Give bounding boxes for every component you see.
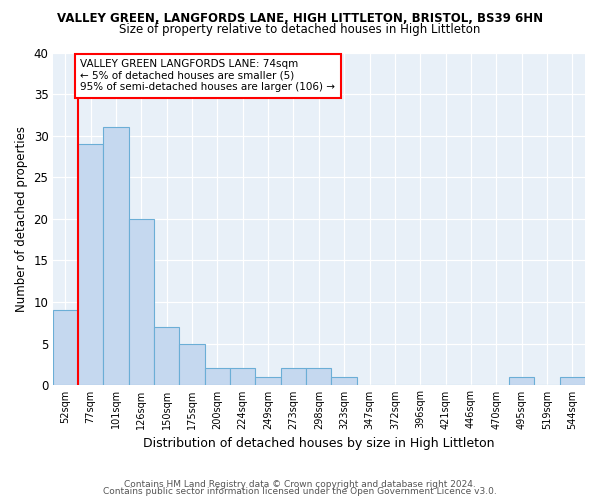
Bar [281,368,306,385]
Bar [509,377,534,385]
Bar [560,377,585,385]
Bar [331,377,357,385]
Bar [205,368,230,385]
Text: VALLEY GREEN, LANGFORDS LANE, HIGH LITTLETON, BRISTOL, BS39 6HN: VALLEY GREEN, LANGFORDS LANE, HIGH LITTL… [57,12,543,26]
Bar [179,344,205,385]
Text: Contains public sector information licensed under the Open Government Licence v3: Contains public sector information licen… [103,488,497,496]
Bar [306,368,331,385]
Bar [78,144,103,385]
Bar [154,327,179,385]
X-axis label: Distribution of detached houses by size in High Littleton: Distribution of detached houses by size … [143,437,494,450]
Text: Contains HM Land Registry data © Crown copyright and database right 2024.: Contains HM Land Registry data © Crown c… [124,480,476,489]
Y-axis label: Number of detached properties: Number of detached properties [15,126,28,312]
Bar [53,310,78,385]
Bar [230,368,256,385]
Bar [256,377,281,385]
Text: VALLEY GREEN LANGFORDS LANE: 74sqm
← 5% of detached houses are smaller (5)
95% o: VALLEY GREEN LANGFORDS LANE: 74sqm ← 5% … [80,59,335,92]
Bar [103,128,128,385]
Bar [128,219,154,385]
Text: Size of property relative to detached houses in High Littleton: Size of property relative to detached ho… [119,24,481,36]
